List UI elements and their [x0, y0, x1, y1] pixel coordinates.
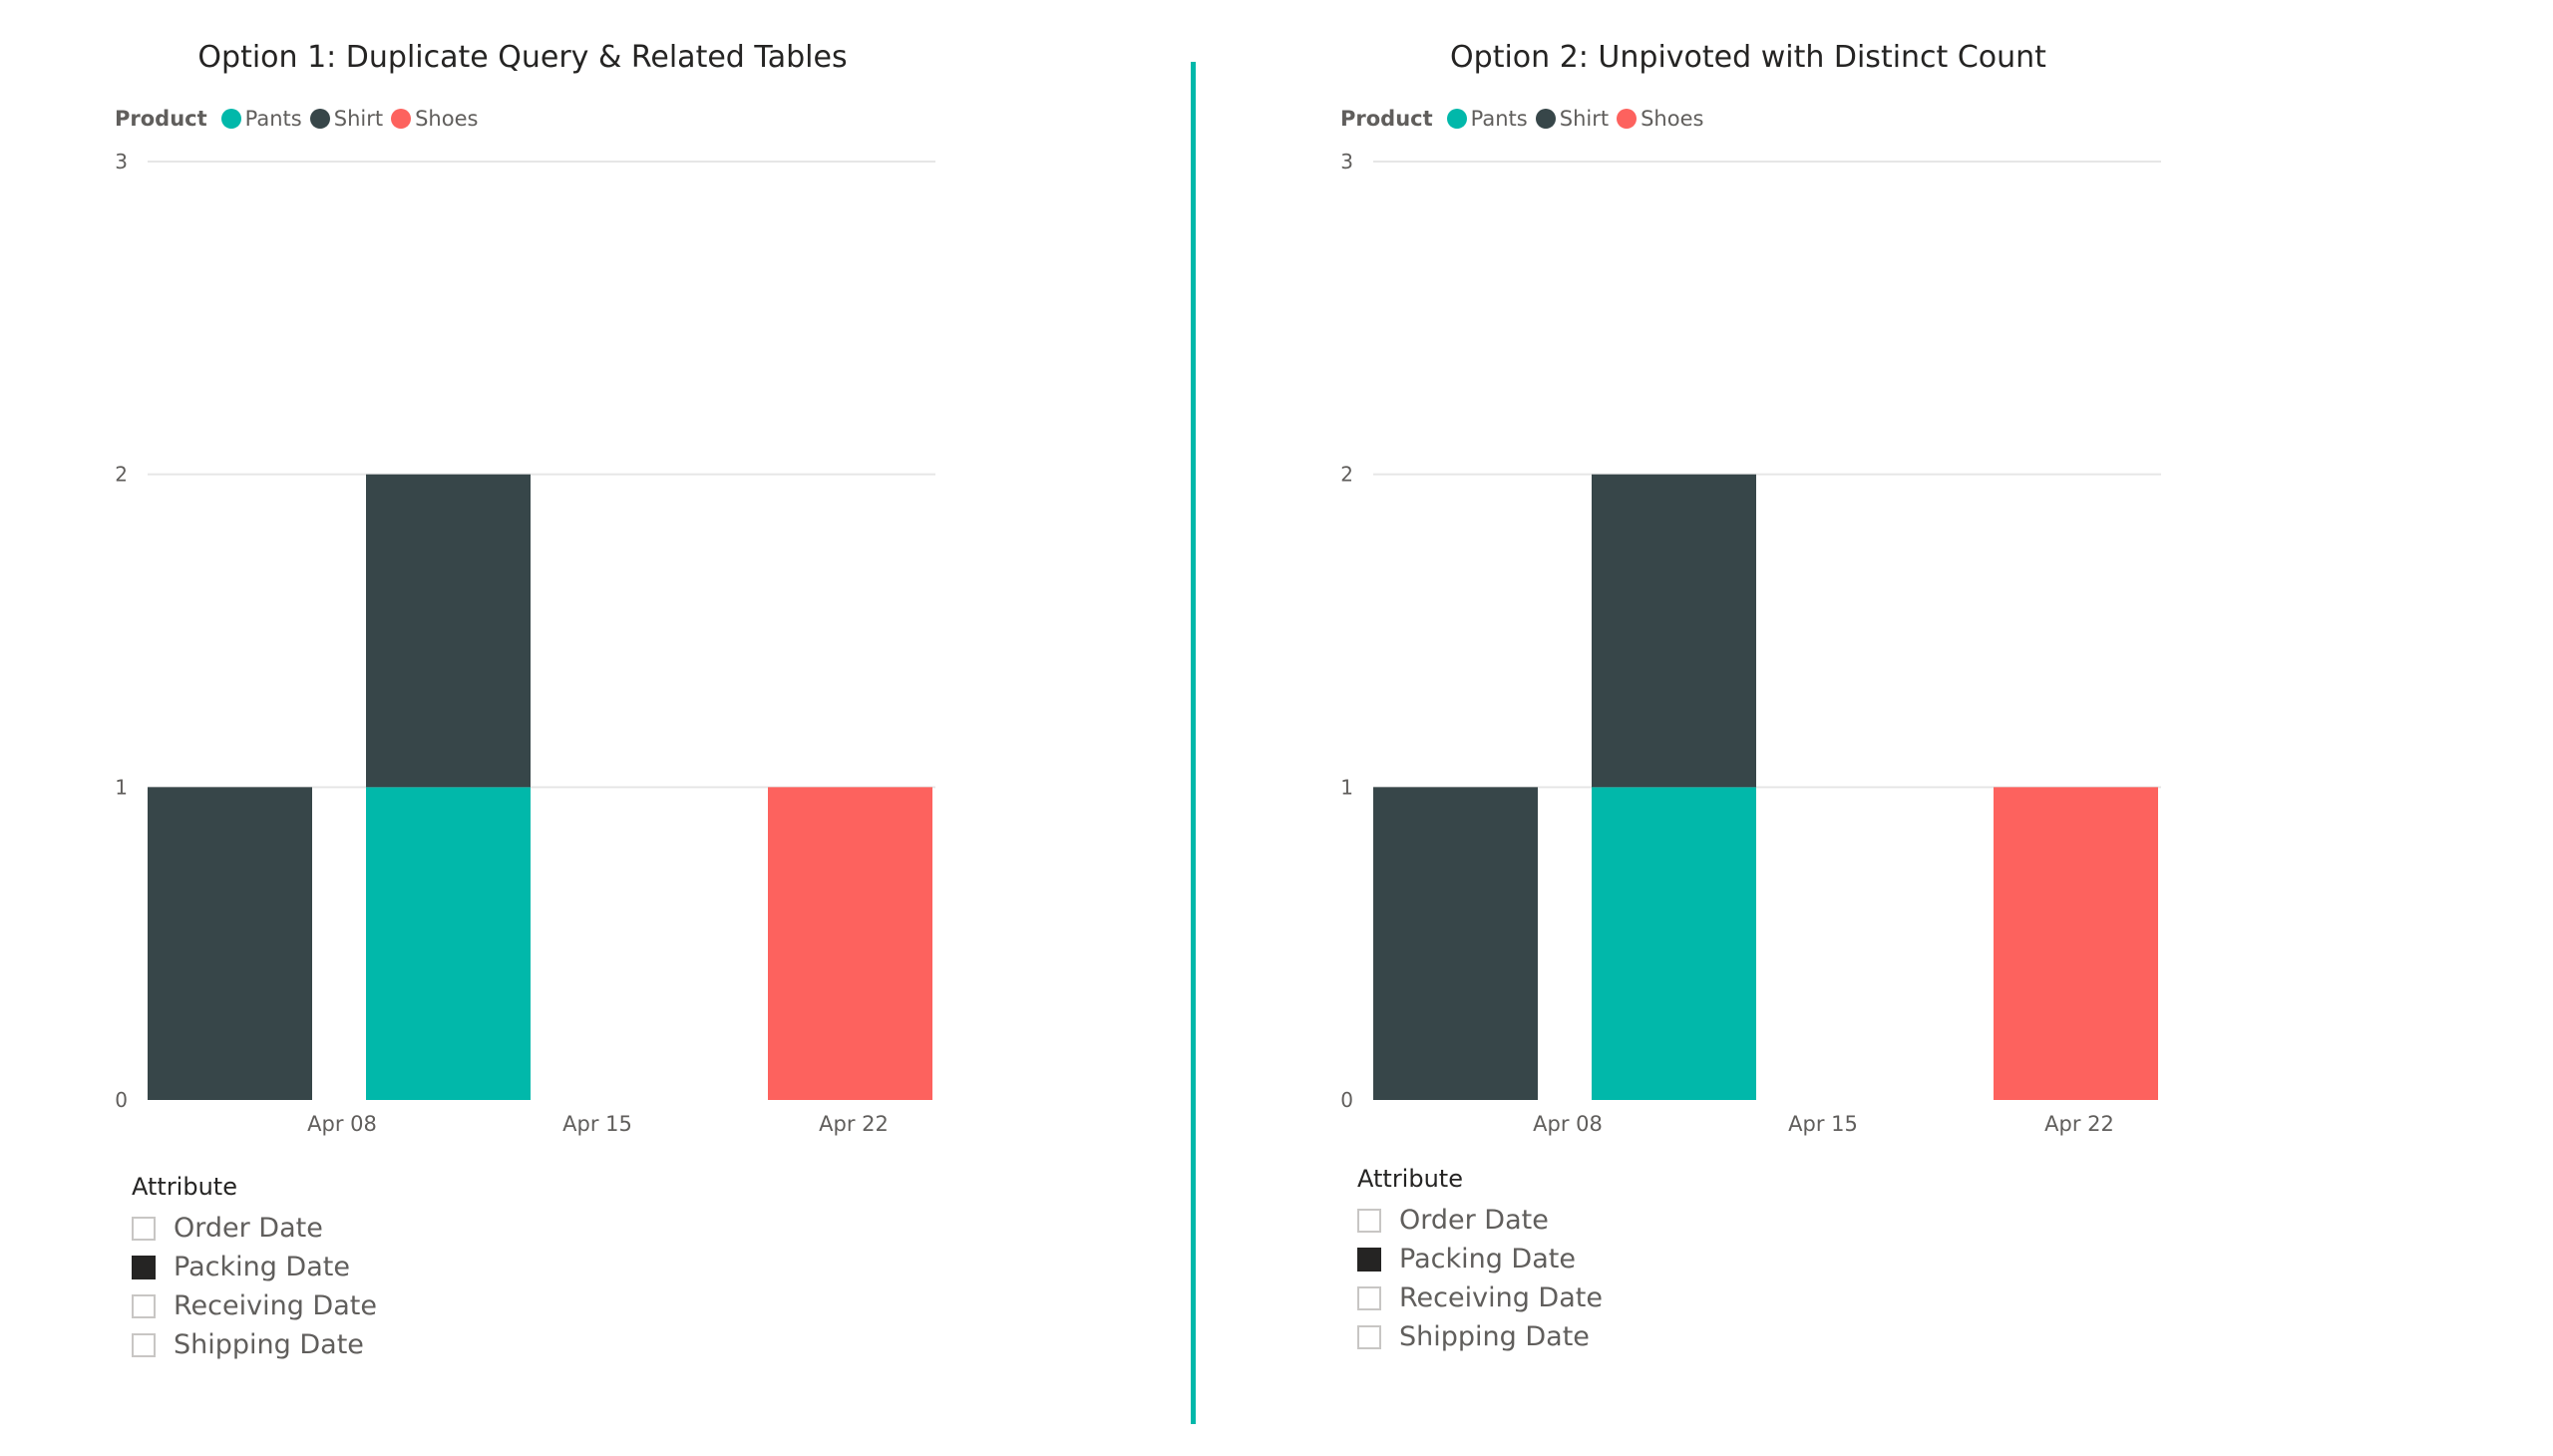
slicer-title: Attribute — [132, 1173, 237, 1201]
x-tick-label: Apr 22 — [2044, 1112, 2114, 1136]
chart-panel-2: Option 2: Unpivoted with Distinct Count … — [1226, 0, 2323, 1456]
chart-legend: Product Pants Shirt Shoes — [115, 104, 486, 134]
checkbox-icon[interactable] — [132, 1293, 156, 1318]
bar-shirt[interactable] — [148, 787, 312, 1100]
checkbox-icon[interactable] — [1357, 1285, 1381, 1310]
legend-label: Pants — [1470, 107, 1528, 131]
x-tick-label: Apr 15 — [1788, 1112, 1858, 1136]
legend-item-pants[interactable]: Pants — [1446, 107, 1528, 131]
y-tick-label: 2 — [115, 463, 128, 487]
checkbox-icon[interactable] — [132, 1216, 156, 1241]
chart-title: Option 2: Unpivoted with Distinct Count — [1450, 40, 2046, 75]
chart-legend: Product Pants Shirt Shoes — [1340, 104, 1711, 134]
y-tick-label: 2 — [1340, 463, 1353, 487]
slicer-item-receiving-date[interactable]: Receiving Date — [132, 1286, 377, 1325]
legend-item-shoes[interactable]: Shoes — [1617, 107, 1703, 131]
chart-plot-area: 0 1 2 3 Apr 08 Apr 15 Apr 22 — [1340, 150, 2161, 1136]
legend-label: Shoes — [415, 107, 479, 131]
slicer-item-label: Receiving Date — [1399, 1282, 1603, 1313]
bar-shoes[interactable] — [1994, 787, 2158, 1100]
bar-pants[interactable] — [366, 787, 531, 1100]
slicer-item-label: Packing Date — [174, 1252, 350, 1282]
legend-dot-icon — [309, 109, 330, 129]
chart-plot-area: 0 1 2 3 Apr 08 Apr 15 Apr 22 — [115, 150, 935, 1136]
slicer-item-label: Order Date — [174, 1213, 323, 1244]
y-tick-label: 1 — [115, 775, 128, 799]
y-tick-label: 1 — [1340, 775, 1353, 799]
bar-shirt[interactable] — [1592, 474, 1756, 788]
slicer-title: Attribute — [1357, 1165, 1463, 1193]
panel-divider — [1191, 62, 1196, 1424]
x-tick-label: Apr 22 — [819, 1112, 889, 1136]
legend-dot-icon — [1617, 109, 1638, 129]
slicer-item-order-date[interactable]: Order Date — [1357, 1201, 1603, 1240]
bar-pants[interactable] — [1592, 787, 1756, 1100]
slicer-item-packing-date[interactable]: Packing Date — [1357, 1240, 1603, 1278]
legend-item-shirt[interactable]: Shirt — [1535, 107, 1610, 131]
attribute-slicer: Attribute Order Date Packing Date Receiv… — [1357, 1165, 1603, 1356]
legend-item-shirt[interactable]: Shirt — [309, 107, 384, 131]
slicer-item-shipping-date[interactable]: Shipping Date — [132, 1325, 377, 1364]
y-tick-label: 0 — [115, 1088, 128, 1112]
legend-item-shoes[interactable]: Shoes — [391, 107, 478, 131]
bar-shirt[interactable] — [366, 474, 531, 788]
checkbox-icon[interactable] — [1357, 1208, 1381, 1233]
slicer-item-label: Receiving Date — [174, 1290, 377, 1321]
legend-title: Product — [1340, 107, 1433, 131]
slicer-item-order-date[interactable]: Order Date — [132, 1209, 377, 1248]
checkbox-checked-icon[interactable] — [1357, 1247, 1381, 1272]
slicer-item-label: Packing Date — [1399, 1244, 1576, 1274]
bar-shirt[interactable] — [1373, 787, 1538, 1100]
bar-shoes[interactable] — [768, 787, 932, 1100]
legend-dot-icon — [1446, 109, 1467, 129]
legend-label: Shirt — [1559, 107, 1610, 131]
x-tick-label: Apr 08 — [1533, 1112, 1603, 1136]
x-tick-label: Apr 08 — [307, 1112, 377, 1136]
checkbox-icon[interactable] — [132, 1332, 156, 1357]
legend-title: Product — [115, 107, 207, 131]
chart-title: Option 1: Duplicate Query & Related Tabl… — [197, 40, 848, 75]
legend-dot-icon — [1535, 109, 1556, 129]
slicer-item-receiving-date[interactable]: Receiving Date — [1357, 1278, 1603, 1317]
attribute-slicer: Attribute Order Date Packing Date Receiv… — [132, 1173, 377, 1364]
y-tick-label: 3 — [115, 150, 128, 174]
legend-dot-icon — [220, 109, 241, 129]
legend-label: Shirt — [333, 107, 384, 131]
slicer-item-label: Shipping Date — [1399, 1321, 1590, 1352]
checkbox-icon[interactable] — [1357, 1324, 1381, 1349]
slicer-item-packing-date[interactable]: Packing Date — [132, 1248, 377, 1286]
y-tick-label: 3 — [1340, 150, 1353, 174]
legend-label: Shoes — [1641, 107, 1704, 131]
legend-dot-icon — [391, 109, 412, 129]
x-tick-label: Apr 15 — [562, 1112, 632, 1136]
slicer-item-label: Order Date — [1399, 1205, 1549, 1236]
checkbox-checked-icon[interactable] — [132, 1255, 156, 1279]
legend-item-pants[interactable]: Pants — [220, 107, 302, 131]
legend-label: Pants — [244, 107, 302, 131]
y-tick-label: 0 — [1340, 1088, 1353, 1112]
slicer-item-label: Shipping Date — [174, 1329, 364, 1360]
chart-panel-1: Option 1: Duplicate Query & Related Tabl… — [0, 0, 1097, 1456]
slicer-item-shipping-date[interactable]: Shipping Date — [1357, 1317, 1603, 1356]
